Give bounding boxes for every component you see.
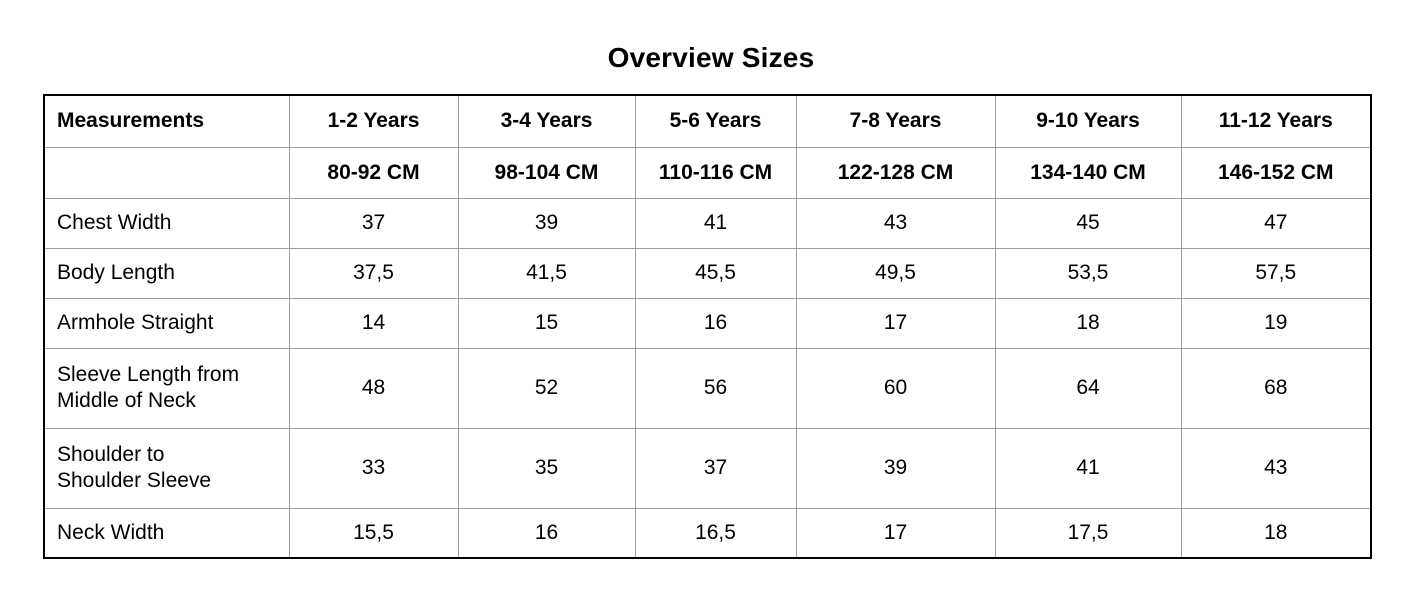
column-header-age: 11-12 Years bbox=[1180, 94, 1372, 148]
cell-value: 17 bbox=[795, 297, 996, 349]
cell-value: 17 bbox=[795, 507, 996, 559]
table-header-row-cm: 80-92 CM 98-104 CM 110-116 CM 122-128 CM… bbox=[43, 146, 1372, 199]
cell-value: 18 bbox=[994, 297, 1182, 349]
cell-value: 17,5 bbox=[994, 507, 1182, 559]
row-label: Chest Width bbox=[43, 197, 290, 249]
measurements-header: Measurements bbox=[43, 94, 290, 148]
cell-value: 56 bbox=[634, 347, 797, 429]
cell-value: 19 bbox=[1180, 297, 1372, 349]
column-header-cm: 110-116 CM bbox=[634, 146, 797, 199]
table-row-body-length: Body Length 37,5 41,5 45,5 49,5 53,5 57,… bbox=[43, 247, 1372, 299]
row-label: Armhole Straight bbox=[43, 297, 290, 349]
size-chart-table: Measurements 1-2 Years 3-4 Years 5-6 Yea… bbox=[43, 94, 1372, 559]
cell-value: 14 bbox=[288, 297, 459, 349]
column-header-age: 7-8 Years bbox=[795, 94, 996, 148]
cell-value: 15 bbox=[457, 297, 636, 349]
column-header-cm: 134-140 CM bbox=[994, 146, 1182, 199]
column-header-age: 9-10 Years bbox=[994, 94, 1182, 148]
cell-value: 33 bbox=[288, 427, 459, 509]
cell-value: 45 bbox=[994, 197, 1182, 249]
row-label: Shoulder to Shoulder Sleeve bbox=[43, 427, 290, 509]
table-row-neck-width: Neck Width 15,5 16 16,5 17 17,5 18 bbox=[43, 507, 1372, 559]
table-row-armhole-straight: Armhole Straight 14 15 16 17 18 19 bbox=[43, 297, 1372, 349]
column-header-age: 1-2 Years bbox=[288, 94, 459, 148]
cell-value: 41 bbox=[634, 197, 797, 249]
cell-value: 53,5 bbox=[994, 247, 1182, 299]
cell-value: 37 bbox=[634, 427, 797, 509]
table-row-sleeve-length: Sleeve Length from Middle of Neck 48 52 … bbox=[43, 347, 1372, 429]
cell-value: 16,5 bbox=[634, 507, 797, 559]
column-header-age: 3-4 Years bbox=[457, 94, 636, 148]
cell-value: 68 bbox=[1180, 347, 1372, 429]
table-row-chest-width: Chest Width 37 39 41 43 45 47 bbox=[43, 197, 1372, 249]
cell-value: 15,5 bbox=[288, 507, 459, 559]
cell-value: 41 bbox=[994, 427, 1182, 509]
cell-value: 45,5 bbox=[634, 247, 797, 299]
cell-value: 47 bbox=[1180, 197, 1372, 249]
cell-value: 18 bbox=[1180, 507, 1372, 559]
column-header-cm: 98-104 CM bbox=[457, 146, 636, 199]
cell-value: 16 bbox=[457, 507, 636, 559]
cell-value: 39 bbox=[795, 427, 996, 509]
table-header-row-years: Measurements 1-2 Years 3-4 Years 5-6 Yea… bbox=[43, 94, 1372, 148]
column-header-cm: 146-152 CM bbox=[1180, 146, 1372, 199]
cell-value: 35 bbox=[457, 427, 636, 509]
cell-value: 64 bbox=[994, 347, 1182, 429]
row-label: Neck Width bbox=[43, 507, 290, 559]
cell-value: 41,5 bbox=[457, 247, 636, 299]
cell-value: 43 bbox=[795, 197, 996, 249]
cell-value: 43 bbox=[1180, 427, 1372, 509]
cell-value: 37,5 bbox=[288, 247, 459, 299]
row-label: Body Length bbox=[43, 247, 290, 299]
cell-value: 49,5 bbox=[795, 247, 996, 299]
page-title: Overview Sizes bbox=[607, 42, 815, 73]
cell-value: 60 bbox=[795, 347, 996, 429]
row-label: Sleeve Length from Middle of Neck bbox=[43, 347, 290, 429]
empty-corner-cell bbox=[43, 146, 290, 199]
table-row-shoulder-to-shoulder: Shoulder to Shoulder Sleeve 33 35 37 39 … bbox=[43, 427, 1372, 509]
cell-value: 16 bbox=[634, 297, 797, 349]
cell-value: 37 bbox=[288, 197, 459, 249]
cell-value: 48 bbox=[288, 347, 459, 429]
column-header-cm: 80-92 CM bbox=[288, 146, 459, 199]
column-header-age: 5-6 Years bbox=[634, 94, 797, 148]
column-header-cm: 122-128 CM bbox=[795, 146, 996, 199]
cell-value: 39 bbox=[457, 197, 636, 249]
cell-value: 52 bbox=[457, 347, 636, 429]
cell-value: 57,5 bbox=[1180, 247, 1372, 299]
